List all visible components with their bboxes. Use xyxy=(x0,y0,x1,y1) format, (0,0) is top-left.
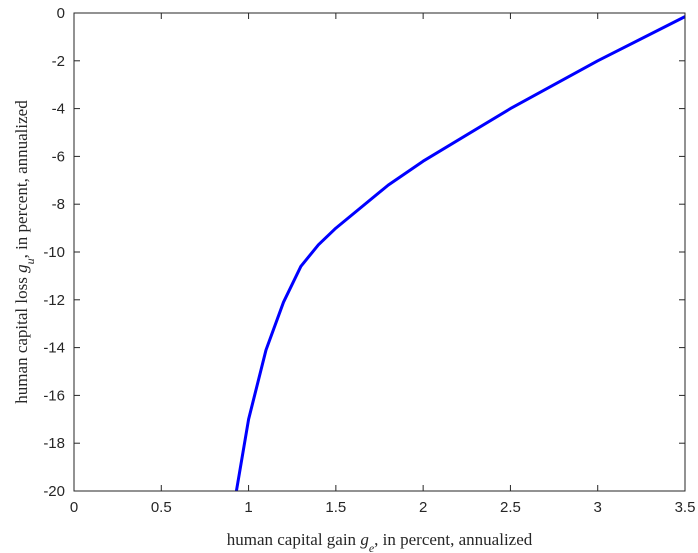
y-axis-title: human capital loss gu, in percent, annua… xyxy=(12,100,37,404)
y-tick-label: -10 xyxy=(43,244,65,261)
y-tick-label: -2 xyxy=(52,53,65,70)
y-tick-label: -4 xyxy=(52,101,65,118)
x-tick-label: 2 xyxy=(419,499,427,516)
x-tick-label: 3 xyxy=(594,499,602,516)
plot-frame xyxy=(73,12,686,492)
y-tick-label: -6 xyxy=(52,148,65,165)
series-layer xyxy=(234,15,686,492)
plot-background xyxy=(74,13,685,491)
x-tick-label: 3.5 xyxy=(675,499,696,516)
y-tick-label: -8 xyxy=(52,196,65,213)
x-axis-title: human capital gain ge, in percent, annua… xyxy=(227,530,533,553)
x-tick-label: 0.5 xyxy=(151,499,172,516)
x-tick-label: 2.5 xyxy=(500,499,521,516)
tick-labels: 0 0.5 1 1.5 2 2.5 3 3.5 0 -2 -4 -6 -8 -10 -12 -14 -16 -18… xyxy=(43,5,695,516)
y-tick-label: -16 xyxy=(43,387,65,404)
x-tick-label: 1 xyxy=(244,499,252,516)
x-tick-label: 0 xyxy=(70,499,78,516)
y-tick-label: -12 xyxy=(43,292,65,309)
y-tick-label: -18 xyxy=(43,435,65,452)
x-tick-label: 1.5 xyxy=(325,499,346,516)
y-tick-label: -20 xyxy=(43,483,65,500)
series-line xyxy=(234,15,686,492)
y-tick-label: -14 xyxy=(43,340,65,357)
y-tick-label: 0 xyxy=(57,5,65,22)
